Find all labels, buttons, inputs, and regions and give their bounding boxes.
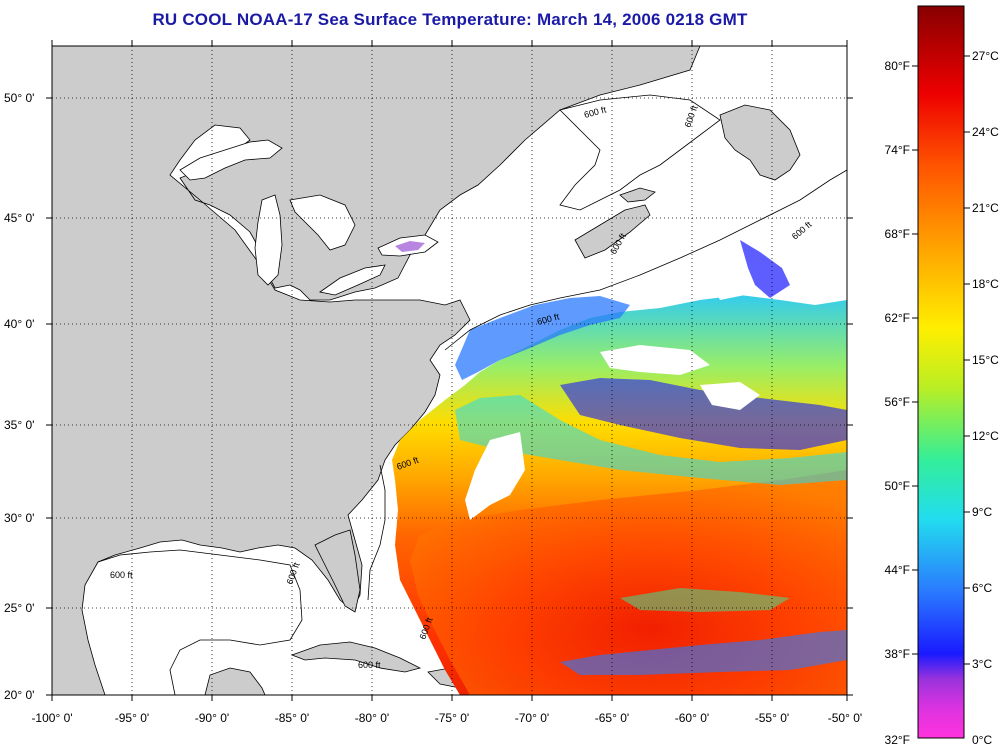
colorbar-celsius-labels: 27°C 24°C 21°C 18°C 15°C 12°C 9°C 6°C 3°… — [972, 49, 999, 747]
f-label: 32°F — [885, 733, 910, 747]
depth-contour-east — [367, 464, 386, 601]
latitude-labels: 50° 0' 45° 0' 40° 0' 35° 0' 30° 0' 25° 0… — [4, 91, 34, 702]
f-label: 68°F — [885, 227, 910, 241]
cloud-patch-1 — [600, 345, 710, 375]
cloud-patch-4 — [710, 275, 745, 300]
lake-ontario-data — [395, 241, 425, 252]
tick-marks — [46, 40, 853, 701]
map-title: RU COOL NOAA-17 Sea Surface Temperature:… — [152, 10, 748, 29]
c-label: 6°C — [972, 581, 992, 595]
cloud-patch-2 — [700, 382, 760, 410]
lon-label-65: -65° 0' — [595, 711, 629, 725]
land-yucatan — [204, 667, 266, 695]
map-plot-area — [52, 46, 847, 695]
c-label: 3°C — [972, 657, 992, 671]
lat-label-50: 50° 0' — [4, 91, 34, 105]
lake-erie — [319, 264, 386, 296]
f-label: 62°F — [885, 311, 910, 325]
map-gridlines — [52, 46, 847, 695]
lat-label-25: 25° 0' — [4, 601, 34, 615]
lat-label-30: 30° 0' — [4, 511, 34, 525]
land-newfoundland — [719, 104, 801, 181]
lat-label-35: 35° 0' — [4, 418, 34, 432]
land-nova-scotia — [574, 204, 651, 259]
f-label: 38°F — [885, 647, 910, 661]
land-north-america — [52, 46, 701, 695]
c-label: 12°C — [972, 429, 999, 443]
cloud-patch-3 — [465, 432, 525, 520]
temperature-colorbar: 80°F 74°F 68°F 62°F 56°F 50°F 44°F 38°F … — [885, 5, 999, 747]
lon-label-50: -50° 0' — [828, 711, 862, 725]
sst-cold-patch-east — [740, 240, 790, 298]
lon-label-95: -95° 0' — [115, 711, 149, 725]
lon-label-100: -100° 0' — [31, 711, 72, 725]
f-label: 80°F — [885, 59, 910, 73]
colorbar-gradient — [917, 5, 965, 739]
sst-cold-band-2 — [560, 378, 847, 450]
longitude-labels: -100° 0' -95° 0' -90° 0' -85° 0' -80° 0'… — [31, 711, 862, 725]
c-label: 9°C — [972, 505, 992, 519]
land-florida — [314, 529, 361, 613]
lake-superior — [179, 139, 283, 181]
sst-cyan-band — [455, 395, 847, 485]
lon-label-70: -70° 0' — [515, 711, 549, 725]
map-frame — [51, 45, 848, 696]
c-label: 21°C — [972, 201, 999, 215]
c-label: 24°C — [972, 125, 999, 139]
lat-label-20: 20° 0' — [4, 688, 34, 702]
lake-michigan — [254, 194, 283, 286]
contour-label: 600 ft — [110, 570, 133, 580]
sst-field-hot — [410, 470, 847, 695]
contour-label: 600 ft — [358, 660, 381, 670]
lon-label-90: -90° 0' — [195, 711, 229, 725]
lon-label-55: -55° 0' — [755, 711, 789, 725]
gulf-st-lawrence — [559, 94, 721, 211]
sst-cold-speckle-south — [560, 630, 847, 675]
lon-label-60: -60° 0' — [675, 711, 709, 725]
lat-label-45: 45° 0' — [4, 211, 34, 225]
sst-cold-shelf — [455, 296, 630, 380]
depth-contour-north — [444, 169, 847, 351]
sst-cyan-speckle-south — [620, 588, 790, 612]
land-cuba — [290, 641, 422, 673]
c-label: 0°C — [972, 733, 992, 747]
f-label: 50°F — [885, 479, 910, 493]
f-label: 44°F — [885, 563, 910, 577]
depth-contour-gulf — [97, 549, 303, 695]
c-label: 15°C — [972, 353, 999, 367]
c-label: 18°C — [972, 277, 999, 291]
f-label: 74°F — [885, 143, 910, 157]
colorbar-fahrenheit-labels: 80°F 74°F 68°F 62°F 56°F 50°F 44°F 38°F … — [885, 59, 910, 747]
f-label: 56°F — [885, 395, 910, 409]
lake-huron — [289, 194, 356, 251]
lat-label-40: 40° 0' — [4, 317, 34, 331]
lon-label-85: -85° 0' — [275, 711, 309, 725]
lon-label-80: -80° 0' — [355, 711, 389, 725]
colorbar-ticks — [912, 55, 970, 665]
land-pei — [619, 187, 656, 203]
c-label: 27°C — [972, 49, 999, 63]
lon-label-75: -75° 0' — [435, 711, 469, 725]
